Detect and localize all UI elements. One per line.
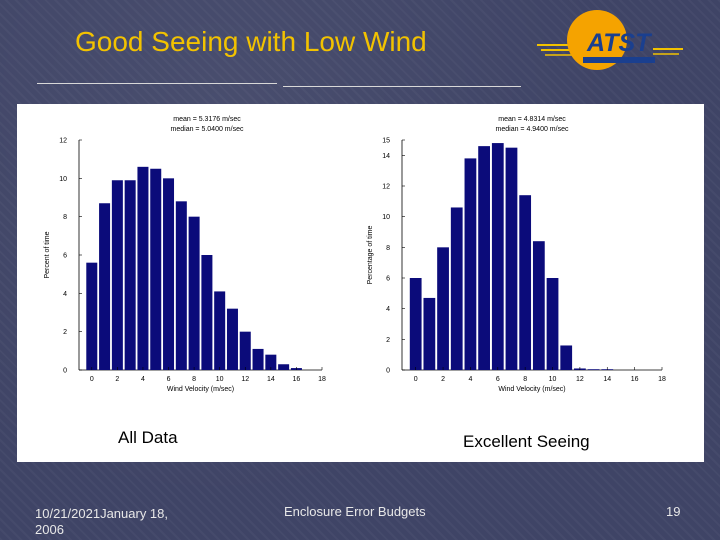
chart2-y-tick-label: 8 bbox=[386, 245, 390, 252]
chart2-bar bbox=[423, 297, 436, 370]
chart1-bar bbox=[137, 166, 149, 370]
chart2-y-tick-label: 15 bbox=[382, 138, 390, 145]
chart1-y-tick-label: 12 bbox=[59, 138, 67, 145]
chart1-annotation: mean = 5.3176 m/sec bbox=[173, 116, 241, 123]
chart1-bar bbox=[226, 308, 238, 370]
chart1-x-axis-label: Wind Velocity (m/sec) bbox=[167, 386, 234, 393]
chart2-bar bbox=[409, 278, 422, 370]
chart1-bar bbox=[239, 331, 251, 370]
chart1-y-tick-label: 0 bbox=[63, 368, 67, 375]
logo-sun-disc bbox=[567, 10, 627, 70]
chart2-x-tick-label: 10 bbox=[549, 376, 557, 383]
chart2-bar bbox=[587, 369, 600, 370]
chart1-x-tick-label: 18 bbox=[318, 376, 326, 383]
chart2-x-tick-label: 0 bbox=[414, 376, 418, 383]
chart2-y-tick-label: 2 bbox=[386, 337, 390, 344]
chart1-y-axis-label: Percent of time bbox=[44, 231, 51, 278]
chart1-y-tick-label: 10 bbox=[59, 176, 67, 183]
chart2-x-tick-label: 18 bbox=[658, 376, 666, 383]
footer-center-text: Enclosure Error Budgets bbox=[284, 504, 426, 519]
chart2-x-tick-label: 14 bbox=[603, 376, 611, 383]
chart2-y-tick-label: 10 bbox=[382, 214, 390, 221]
chart1-bar bbox=[163, 178, 175, 370]
chart2-x-tick-label: 6 bbox=[496, 376, 500, 383]
chart1-bar bbox=[175, 201, 187, 370]
title-underline-left bbox=[37, 83, 277, 84]
chart2-bar bbox=[478, 146, 490, 370]
chart2-y-tick-label: 0 bbox=[386, 368, 390, 375]
chart2-annotation: median = 4.9400 m/sec bbox=[496, 126, 569, 133]
chart2-y-tick-label: 6 bbox=[386, 276, 390, 283]
chart2-x-tick-label: 8 bbox=[523, 376, 527, 383]
chart1-x-tick-label: 4 bbox=[141, 376, 145, 383]
caption-all-data: All Data bbox=[118, 428, 178, 447]
page-number: 19 bbox=[666, 504, 681, 519]
chart2-y-axis-label: Percentage of time bbox=[367, 226, 374, 285]
chart1-bar bbox=[99, 203, 111, 370]
logo-text-band bbox=[583, 57, 655, 63]
chart-panel: 0 2 4 6 8 10 12 14 16 18 0 2 4 6 8 10 12 Wind Velocity (m… bbox=[17, 104, 704, 462]
title-underline-right bbox=[283, 86, 521, 87]
logo-text: ATST bbox=[586, 29, 653, 57]
chart1-y-tick-label: 8 bbox=[63, 214, 67, 221]
footer-date: 10/21/2021January 18, 2006 bbox=[35, 506, 168, 537]
chart1-bar bbox=[86, 262, 98, 370]
chart1-x-tick-label: 12 bbox=[241, 376, 249, 383]
chart1-x-tick-label: 16 bbox=[293, 376, 301, 383]
chart2-annotation: mean = 4.8314 m/sec bbox=[498, 116, 566, 123]
chart1-bar bbox=[124, 180, 136, 370]
chart1-y-tick-label: 4 bbox=[63, 291, 67, 298]
chart2-bar bbox=[450, 207, 463, 370]
chart2-y-tick-label: 12 bbox=[382, 184, 390, 191]
chart2-bar bbox=[464, 158, 477, 370]
chart2-bar bbox=[505, 147, 518, 370]
chart1-bar bbox=[188, 216, 200, 370]
chart1-x-tick-label: 6 bbox=[167, 376, 171, 383]
atst-logo: ATST bbox=[537, 10, 683, 70]
slide-title: Good Seeing with Low Wind bbox=[75, 26, 427, 57]
chart1-bar bbox=[111, 180, 123, 370]
chart2-x-tick-label: 12 bbox=[576, 376, 584, 383]
chart1-x-tick-label: 0 bbox=[90, 376, 94, 383]
chart1-bar bbox=[252, 348, 264, 370]
chart2-bar bbox=[546, 278, 559, 370]
chart2-x-tick-label: 16 bbox=[631, 376, 639, 383]
chart1-x-tick-label: 10 bbox=[216, 376, 224, 383]
chart2-x-tick-label: 2 bbox=[441, 376, 445, 383]
chart2-bar bbox=[519, 195, 532, 370]
chart2-x-axis-label: Wind Velocity (m/sec) bbox=[498, 386, 565, 393]
chart2-bar bbox=[560, 345, 573, 370]
chart1-annotation: median = 5.0400 m/sec bbox=[171, 126, 244, 133]
chart1-x-tick-label: 2 bbox=[115, 376, 119, 383]
chart1-x-tick-label: 8 bbox=[192, 376, 196, 383]
chart2-bar bbox=[491, 143, 504, 370]
chart1-y-tick-label: 6 bbox=[63, 253, 67, 260]
chart1-bar bbox=[150, 168, 162, 370]
chart1-y-tick-label: 2 bbox=[63, 329, 67, 336]
chart1-bar bbox=[214, 291, 226, 370]
caption-excellent-seeing: Excellent Seeing bbox=[463, 432, 590, 451]
chart1-x-tick-label: 14 bbox=[267, 376, 275, 383]
chart2-bar bbox=[437, 247, 449, 370]
chart2-y-tick-label: 14 bbox=[382, 153, 390, 160]
chart1-bar bbox=[201, 255, 213, 370]
chart1-bar bbox=[265, 354, 277, 370]
histogram-charts: 0 2 4 6 8 10 12 14 16 18 0 2 4 6 8 10 12 Wind Velocity (m… bbox=[44, 116, 666, 393]
chart2-y-tick-label: 4 bbox=[386, 306, 390, 313]
chart2-bar bbox=[532, 241, 545, 370]
chart2-x-tick-label: 4 bbox=[468, 376, 472, 383]
chart1-bar bbox=[278, 364, 290, 370]
